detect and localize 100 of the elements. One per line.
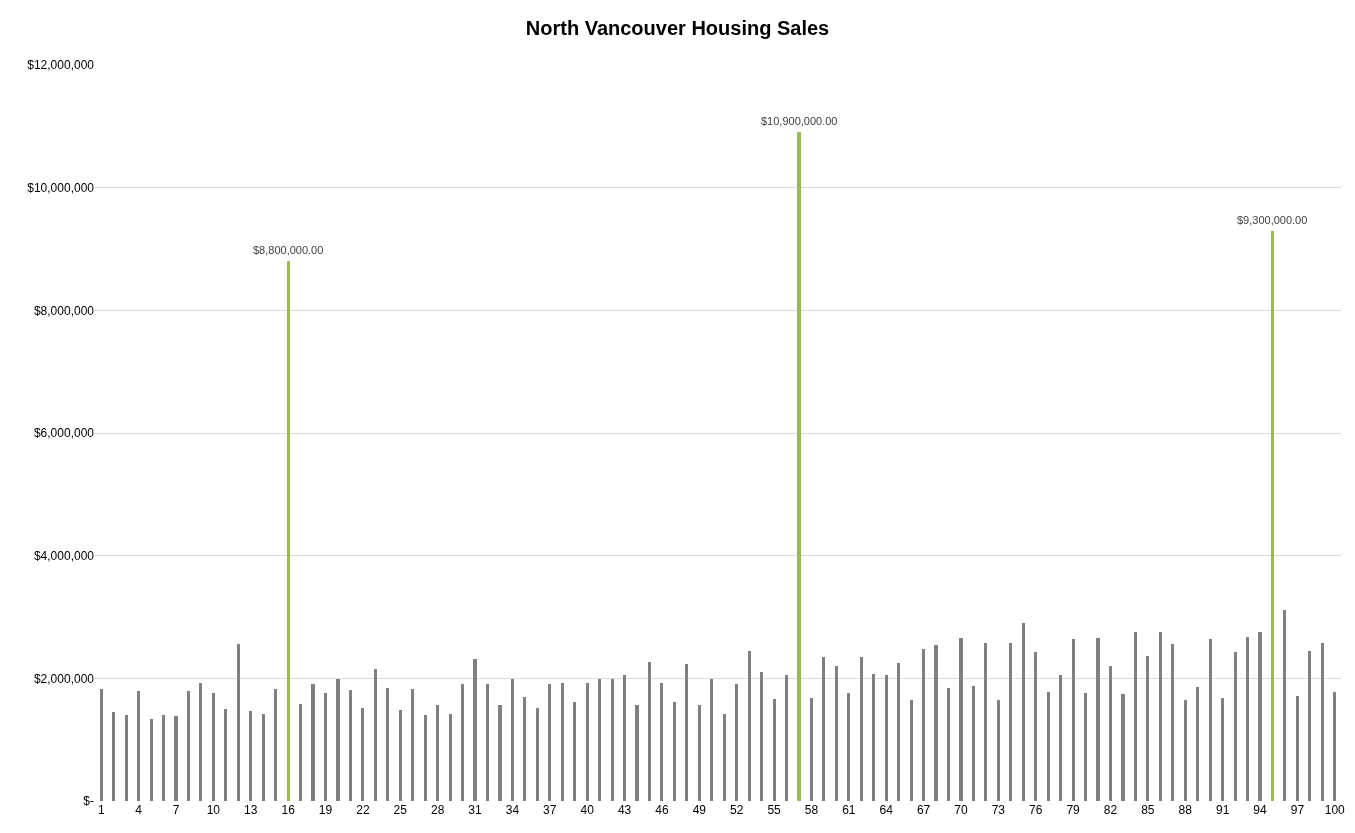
bar xyxy=(1196,687,1199,801)
bar xyxy=(735,684,738,801)
x-tick-label: 16 xyxy=(281,803,296,817)
x-tick-label: 94 xyxy=(1253,803,1267,817)
bar xyxy=(822,657,825,801)
bar xyxy=(1059,675,1062,801)
x-tick-label: 91 xyxy=(1215,803,1230,817)
bar xyxy=(561,683,564,801)
data-label: $8,800,000.00 xyxy=(253,244,324,256)
x-tick-label: 61 xyxy=(842,803,856,817)
bar xyxy=(174,716,178,801)
bar xyxy=(723,714,726,801)
x-tick-label: 40 xyxy=(580,803,595,817)
bar xyxy=(1283,610,1286,801)
bar xyxy=(1333,692,1336,801)
bar xyxy=(1109,666,1112,801)
bar xyxy=(411,689,414,801)
y-tick-label: $2,000,000 xyxy=(33,671,95,686)
x-tick-label: 28 xyxy=(430,803,445,817)
bar xyxy=(449,714,452,801)
data-label: $9,300,000.00 xyxy=(1237,214,1308,226)
bar xyxy=(1296,696,1299,801)
bar xyxy=(810,698,813,801)
bar xyxy=(910,700,913,801)
bar xyxy=(461,684,464,801)
x-tick-label: 97 xyxy=(1290,803,1305,817)
bar xyxy=(224,709,227,801)
bar xyxy=(773,699,776,801)
bar xyxy=(685,664,688,801)
bar xyxy=(237,644,240,801)
bar xyxy=(611,679,614,801)
x-tick-label: 52 xyxy=(730,803,744,817)
bar xyxy=(311,684,315,801)
bar xyxy=(673,702,676,801)
bar xyxy=(1022,623,1025,801)
x-tick-label: 25 xyxy=(393,803,408,817)
bar xyxy=(324,693,327,801)
bar xyxy=(187,691,190,801)
bar xyxy=(1209,639,1212,801)
bar xyxy=(984,643,987,801)
bar xyxy=(374,669,377,801)
bar xyxy=(1084,693,1087,801)
x-tick-label: 13 xyxy=(244,803,258,817)
bar xyxy=(847,693,850,801)
bar xyxy=(1072,639,1075,801)
y-tick-label: $- xyxy=(83,794,94,809)
bar xyxy=(336,679,340,801)
bar xyxy=(860,657,863,801)
x-tick-label: 79 xyxy=(1066,803,1081,817)
y-tick-label: $6,000,000 xyxy=(33,426,95,441)
data-label: $10,900,000.00 xyxy=(761,115,838,127)
bar xyxy=(1121,694,1125,801)
bar xyxy=(150,719,153,801)
x-tick-label: 76 xyxy=(1029,803,1043,817)
x-tick-label: 82 xyxy=(1103,803,1118,817)
bar xyxy=(125,715,128,801)
x-tick-label: 22 xyxy=(356,803,370,817)
bar xyxy=(1234,652,1237,801)
bar xyxy=(287,261,290,801)
bar xyxy=(573,702,576,801)
bar xyxy=(934,645,938,801)
y-tick-label: $4,000,000 xyxy=(33,548,95,563)
x-tick-label: 64 xyxy=(879,803,894,817)
bar xyxy=(473,659,477,801)
bar xyxy=(536,708,539,801)
bar xyxy=(1171,644,1174,801)
bar xyxy=(1308,651,1311,801)
bar xyxy=(586,683,589,801)
bar xyxy=(1159,632,1162,801)
bar xyxy=(959,638,963,801)
bar xyxy=(1221,698,1224,801)
bar xyxy=(710,679,713,801)
x-tick-label: 1 xyxy=(97,803,105,817)
bar xyxy=(1246,637,1249,801)
bar xyxy=(897,663,900,801)
bar xyxy=(1096,638,1100,801)
x-tick-label: 43 xyxy=(617,803,632,817)
bar xyxy=(486,684,489,801)
bar xyxy=(112,712,115,801)
bar xyxy=(922,649,925,801)
x-tick-label: 7 xyxy=(172,803,180,817)
bar xyxy=(648,662,651,801)
bar xyxy=(1009,643,1012,801)
x-tick-label: 67 xyxy=(916,803,931,817)
y-tick-label: $12,000,000 xyxy=(27,58,95,73)
bar xyxy=(262,714,265,801)
bar xyxy=(511,679,514,801)
x-tick-label: 88 xyxy=(1178,803,1193,817)
bar xyxy=(436,705,439,801)
bar xyxy=(598,679,601,801)
bar xyxy=(797,132,801,801)
x-tick-label: 4 xyxy=(135,803,143,817)
bar xyxy=(249,711,252,801)
y-tick-label: $10,000,000 xyxy=(27,180,95,195)
y-tick-label: $8,000,000 xyxy=(33,303,95,318)
x-tick-label: 10 xyxy=(206,803,221,817)
bar xyxy=(947,688,950,801)
chart-title: North Vancouver Housing Sales xyxy=(525,16,830,39)
bar xyxy=(361,708,364,801)
bar xyxy=(972,686,975,801)
